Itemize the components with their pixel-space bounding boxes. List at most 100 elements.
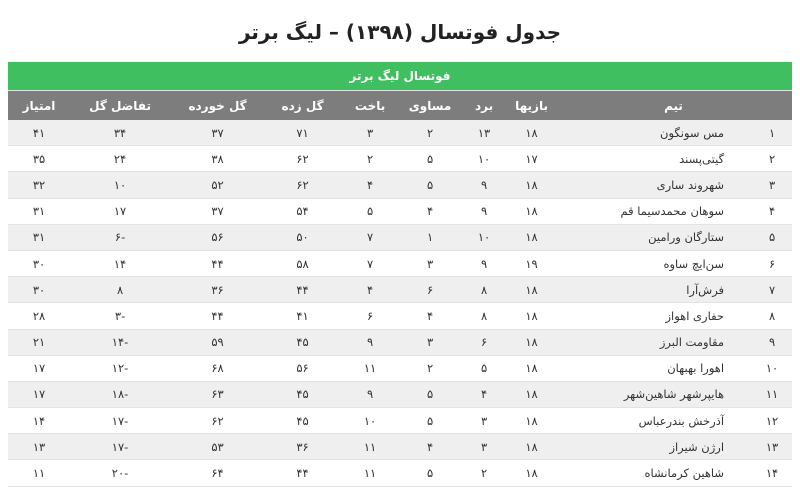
stat-cell: ۱۳ bbox=[8, 433, 71, 461]
stat-cell: ۴ bbox=[460, 381, 509, 409]
rank: ۶ bbox=[768, 256, 776, 271]
rank: ۱۰ bbox=[765, 361, 779, 376]
stat-cell: ۴ bbox=[340, 171, 401, 199]
team-name: مس سونگون bbox=[660, 125, 725, 140]
stat-cell: ۴ bbox=[400, 302, 461, 330]
rank: ۱۳ bbox=[765, 439, 779, 454]
stat-cell: ۵۹ bbox=[170, 329, 266, 356]
stat-cell: ۲ bbox=[400, 355, 461, 382]
stat-cell: ۳۱ bbox=[8, 198, 71, 225]
stat-cell: ۴۱ bbox=[8, 120, 71, 147]
table-row: ۴سوهان محمدسیما قم ۱۸ ۹ ۴ ۵ ۵۴ ۳۷ ۱۷ ۳۱ bbox=[8, 198, 793, 225]
team-name: ارژن شیراز bbox=[669, 439, 725, 454]
rank: ۷ bbox=[768, 282, 776, 297]
stat-cell: ۱۰ bbox=[70, 171, 171, 199]
stat-cell: ۱۸ bbox=[508, 302, 556, 330]
table-row: ۱ مس سونگون ۱۸ ۱۳ ۲ ۳ ۷۱ ۳۷ ۳۴ ۴۱ bbox=[8, 120, 793, 147]
stat-cell: ۱۰ bbox=[460, 145, 509, 173]
stat-cell: ۳۰ bbox=[8, 276, 71, 304]
stat-cell: -۱۷ bbox=[70, 433, 171, 461]
stat-cell: ۵۰ bbox=[265, 224, 341, 251]
stat-cell: ۱۰ bbox=[340, 407, 401, 435]
stat-cell: ۲۸ bbox=[8, 302, 71, 330]
rank: ۹ bbox=[768, 335, 776, 350]
stat-cell: ۲ bbox=[400, 120, 461, 147]
stat-cell: ۵ bbox=[400, 459, 461, 487]
stat-cell: ۵ bbox=[400, 171, 461, 199]
stat-cell: ۱۱ bbox=[8, 459, 71, 487]
stat-cell: ۱ bbox=[400, 224, 461, 251]
stat-cell: ۱۰ bbox=[460, 224, 509, 251]
stat-cell: ۴۵ bbox=[265, 407, 341, 435]
stat-cell: ۱۴ bbox=[8, 407, 71, 435]
stat-cell: ۱۸ bbox=[508, 407, 556, 435]
stat-cell: ۴ bbox=[400, 433, 461, 461]
rank: ۸ bbox=[768, 308, 776, 323]
stat-cell: ۱۹ bbox=[508, 250, 556, 278]
stat-cell: ۵ bbox=[400, 407, 461, 435]
table-row: ۲گیتی‌پسند ۱۷ ۱۰ ۵ ۲ ۶۲ ۳۸ ۲۴ ۳۵ bbox=[8, 145, 793, 173]
stat-cell: ۵ bbox=[340, 198, 401, 225]
stat-cell: -۶ bbox=[70, 224, 171, 251]
rank: ۱ bbox=[768, 125, 776, 140]
stat-cell: ۳۵ bbox=[8, 145, 71, 173]
page: جدول فوتسال (۱۳۹۸) – لیگ برتر فوتسال لیگ… bbox=[8, 20, 793, 487]
stat-cell: ۵ bbox=[400, 145, 461, 173]
stat-cell: ۱۱ bbox=[340, 459, 401, 487]
stat-cell: ۴۴ bbox=[170, 250, 266, 278]
table-row: ۱۲ آذرخش بندرعباس ۱۸ ۳ ۵ ۱۰ ۴۵ ۶۲ -۱۷ ۱۴ bbox=[8, 407, 793, 435]
stat-cell: ۱۸ bbox=[508, 433, 556, 461]
stat-cell: ۵۶ bbox=[265, 355, 341, 382]
rank: ۱۱ bbox=[765, 387, 779, 402]
stat-cell: ۴۴ bbox=[265, 276, 341, 304]
rank: ۳ bbox=[768, 177, 776, 192]
team-cell: ۷ فرش‌آرا bbox=[555, 276, 793, 304]
team-name: ستارگان ورامین bbox=[648, 230, 725, 245]
team-cell: ۶ سن‌ایچ ساوه bbox=[555, 250, 793, 278]
stat-cell: -۱۸ bbox=[70, 381, 171, 409]
table-row: ۹مقاومت البرز ۱۸ ۶ ۳ ۹ ۴۵ ۵۹ -۱۴ ۲۱ bbox=[8, 329, 793, 356]
table-row: ۵ ستارگان ورامین ۱۸ ۱۰ ۱ ۷ ۵۰ ۵۶ -۶ ۳۱ bbox=[8, 224, 793, 251]
stat-cell: ۱۳ bbox=[460, 120, 509, 147]
stat-cell: ۶۴ bbox=[170, 459, 266, 487]
stat-cell: ۱۸ bbox=[508, 381, 556, 409]
table-row: ۱۳ارژن شیراز ۱۸ ۳ ۴ ۱۱ ۳۶ ۵۳ -۱۷ ۱۳ bbox=[8, 433, 793, 461]
stat-cell: ۵۳ bbox=[170, 433, 266, 461]
team-name: شاهین کرمانشاه bbox=[644, 466, 725, 481]
team-cell: ۱۲ آذرخش بندرعباس bbox=[555, 407, 793, 435]
column-header: برد bbox=[460, 90, 509, 120]
stat-cell: ۲ bbox=[460, 459, 509, 487]
stat-cell: ۵ bbox=[400, 381, 461, 409]
team-cell: ۴ سوهان محمدسیما قم bbox=[555, 198, 793, 225]
stat-cell: ۳۸ bbox=[170, 145, 266, 173]
stat-cell: ۴۴ bbox=[265, 459, 341, 487]
stat-cell: ۵۸ bbox=[265, 250, 341, 278]
standings-table: فوتسال لیگ برتر تیم بازیها برد مساوی باخت گل … bbox=[8, 62, 793, 487]
table-row: ۱۱هایپرشهر شاهین‌شهر ۱۸ ۴ ۵ ۹ ۴۵ ۶۳ -۱۸ ۱۷ bbox=[8, 381, 793, 409]
stat-cell: ۴۵ bbox=[265, 329, 341, 356]
team-cell: ۱ مس سونگون bbox=[555, 120, 793, 147]
team-name: هایپرشهر شاهین‌شهر bbox=[623, 387, 725, 402]
rank: ۱۲ bbox=[765, 413, 779, 428]
stat-cell: ۷ bbox=[340, 250, 401, 278]
stat-cell: ۶۲ bbox=[265, 145, 341, 173]
stat-cell: ۳۶ bbox=[265, 433, 341, 461]
stat-cell: ۱۸ bbox=[508, 276, 556, 304]
stat-cell: ۳ bbox=[460, 433, 509, 461]
table-body: ۱مس سونگون ۱۸ ۱۳ ۲ ۳ ۷۱ ۳۷ ۳۴ ۴۱ ۲گیتی‌پسند ۱۷ ۱۰ ۵ ۲… bbox=[8, 120, 793, 487]
column-header: تفاضل گل bbox=[70, 90, 171, 120]
team-name: شهروند ساری bbox=[656, 177, 725, 192]
column-header: گل زده bbox=[265, 90, 341, 120]
stat-cell: ۱۷ bbox=[508, 145, 556, 173]
stat-cell: ۸ bbox=[460, 302, 509, 330]
team-cell: ۱۳ ارژن شیراز bbox=[555, 433, 793, 461]
stat-cell: ۱۷ bbox=[8, 355, 71, 382]
stat-cell: -۳ bbox=[70, 302, 171, 330]
table-row: ۱۰ اهورا بهبهان ۱۸ ۵ ۲ ۱۱ ۵۶ ۶۸ -۱۲ ۱۷ bbox=[8, 355, 793, 382]
rank: ۲ bbox=[768, 151, 776, 166]
stat-cell: ۱۸ bbox=[508, 198, 556, 225]
stat-cell: ۴ bbox=[400, 198, 461, 225]
table-row: ۳ شهروند ساری ۱۸ ۹ ۵ ۴ ۶۲ ۵۲ ۱۰ ۳۲ bbox=[8, 171, 793, 199]
team-name: آذرخش بندرعباس bbox=[638, 413, 725, 428]
stat-cell: ۳۶ bbox=[170, 276, 266, 304]
